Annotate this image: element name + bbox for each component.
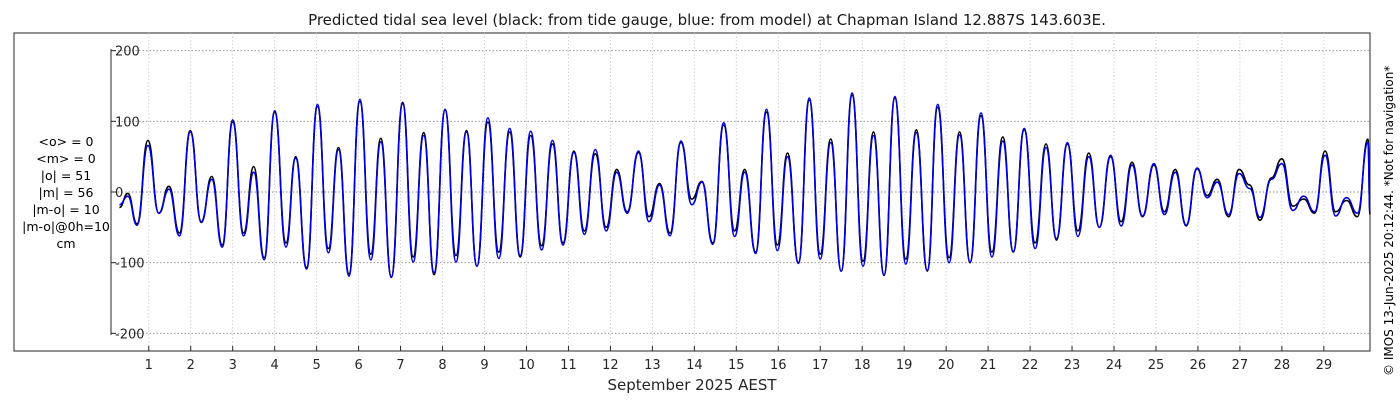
- x-tick-label-17: 17: [812, 358, 829, 373]
- series-line-tide-gauge: [119, 94, 1371, 278]
- x-axis-label: September 2025 AEST: [607, 376, 777, 394]
- stats-box: <o> = 0 <m> = 0 |o| = 51 |m| = 56 |m-o| …: [22, 134, 110, 251]
- x-tick-label-23: 23: [1064, 358, 1081, 373]
- x-tick-label-20: 20: [938, 358, 955, 373]
- x-tick-label-5: 5: [312, 358, 320, 373]
- y-tick-label--100: -100: [115, 257, 145, 272]
- x-tick-label-10: 10: [518, 358, 535, 373]
- copyright-note: © IMOS 13-Jun-2025 20:12:44. *Not for na…: [1382, 66, 1396, 376]
- x-tick-label-24: 24: [1106, 358, 1123, 373]
- x-tick-label-21: 21: [980, 358, 997, 373]
- stat-abs-obs: |o| = 51: [41, 168, 91, 183]
- x-tick-label-11: 11: [560, 358, 577, 373]
- x-tick-label-25: 25: [1148, 358, 1165, 373]
- stat-unit: cm: [56, 236, 75, 251]
- stat-abs-model: |m| = 56: [39, 185, 94, 200]
- x-tick-label-6: 6: [354, 358, 362, 373]
- x-tick-label-18: 18: [854, 358, 871, 373]
- x-tick-label-8: 8: [438, 358, 446, 373]
- y-tick-labels: -200 -100 0 100 200: [115, 45, 145, 343]
- x-tick-label-7: 7: [396, 358, 404, 373]
- stat-mean-model: <m> = 0: [36, 151, 96, 166]
- x-tick-label-2: 2: [187, 358, 195, 373]
- x-tick-label-12: 12: [602, 358, 619, 373]
- stat-abs-diff-0h: |m-o|@0h=10: [22, 219, 110, 234]
- series-line-model: [119, 92, 1371, 279]
- stat-abs-diff: |m-o| = 10: [32, 202, 99, 217]
- series-lines: [119, 92, 1371, 279]
- y-tick-label-100: 100: [115, 115, 140, 130]
- y-tick-label-200: 200: [115, 45, 140, 60]
- x-tick-label-3: 3: [229, 358, 237, 373]
- x-tick-label-28: 28: [1274, 358, 1291, 373]
- chart-title: Predicted tidal sea level (black: from t…: [308, 11, 1106, 29]
- x-tick-label-15: 15: [728, 358, 745, 373]
- x-tick-label-4: 4: [271, 358, 279, 373]
- x-tick-label-1: 1: [145, 358, 153, 373]
- y-tick-label-0: 0: [115, 186, 123, 201]
- x-tick-label-19: 19: [896, 358, 913, 373]
- x-tick-label-26: 26: [1190, 358, 1207, 373]
- y-tick-label--200: -200: [115, 327, 145, 342]
- x-tick-label-27: 27: [1232, 358, 1249, 373]
- x-tick-label-16: 16: [770, 358, 787, 373]
- x-tick-label-29: 29: [1316, 358, 1333, 373]
- x-tick-labels: 1 2 3 4 5 6 7 8 9 10 11 12 13 14 15 16 17 18 19 20 21 22 23 24 2…: [145, 358, 1332, 373]
- x-tick-label-22: 22: [1022, 358, 1039, 373]
- grid-lines: [111, 33, 1370, 351]
- x-tick-label-9: 9: [480, 358, 488, 373]
- axes: [110, 49, 1325, 351]
- x-tick-label-14: 14: [686, 358, 703, 373]
- stat-mean-obs: <o> = 0: [39, 134, 94, 149]
- x-tick-label-13: 13: [644, 358, 661, 373]
